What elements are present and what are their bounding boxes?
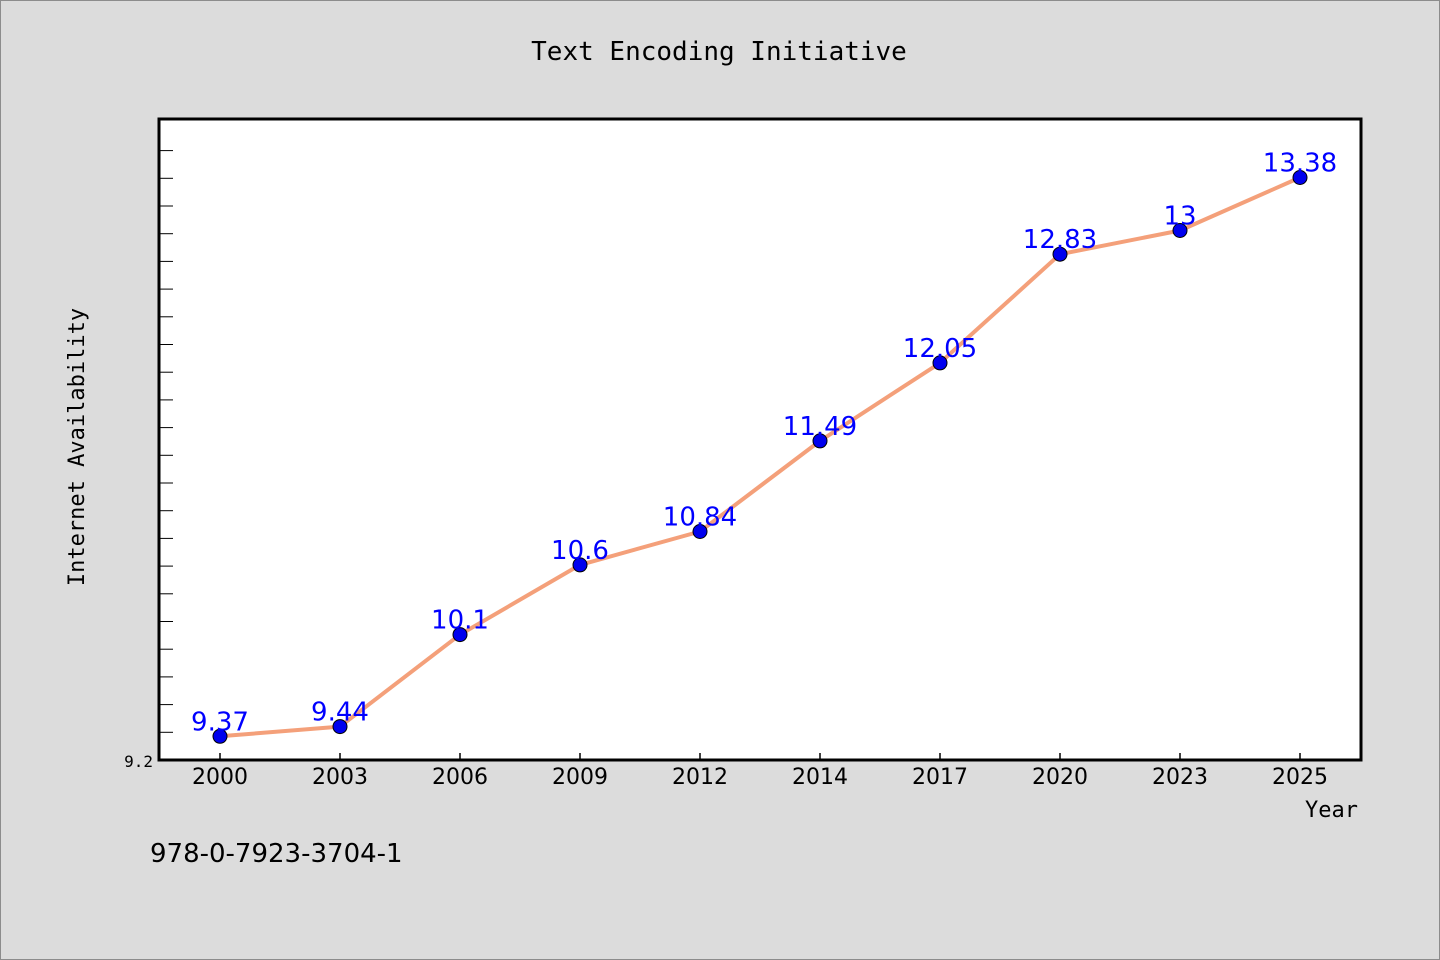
footer-code: 978-0-7923-3704-1	[150, 839, 403, 869]
x-tick-label: 2009	[552, 765, 608, 790]
data-point-marker	[1052, 246, 1068, 262]
x-tick-label: 2000	[192, 765, 248, 790]
data-label: 12.83	[1023, 225, 1097, 255]
x-tick-label: 2020	[1032, 765, 1088, 790]
chart-title: Text Encoding Initiative	[531, 37, 907, 67]
y-minor-ticks	[159, 150, 173, 733]
data-point-marker	[1292, 170, 1308, 185]
plot-area	[157, 117, 1363, 762]
data-label: 9.37	[191, 707, 249, 737]
x-ticks	[219, 753, 1301, 760]
data-label: 11.49	[783, 412, 857, 442]
data-label: 13	[1163, 202, 1196, 232]
data-label: 10.6	[551, 536, 609, 566]
data-labels: 9.37 9.44 10.1 10.6 10.84 11.49 12.05 12.83 13 13…	[191, 149, 1337, 738]
series-line	[219, 175, 1301, 739]
data-point-marker	[932, 355, 948, 371]
data-point-marker	[332, 719, 348, 735]
x-tick-label: 2023	[1152, 765, 1208, 790]
data-label: 10.1	[431, 606, 489, 636]
data-markers	[212, 170, 1308, 744]
data-point-marker	[452, 627, 468, 643]
x-tick-label: 2025	[1272, 765, 1328, 790]
data-point-marker	[1172, 223, 1188, 238]
data-point-marker	[572, 557, 588, 573]
data-label: 9.44	[311, 698, 369, 728]
x-tick-label: 2003	[312, 765, 368, 790]
x-tick-label: 2012	[672, 765, 728, 790]
x-axis-label: Year	[1305, 798, 1358, 823]
y-tick-label: 9.2	[124, 752, 153, 771]
data-label: 12.05	[903, 334, 977, 364]
x-tick-label: 2017	[912, 765, 968, 790]
data-label: 10.84	[663, 503, 737, 533]
y-axis-label: Internet Availability	[65, 308, 90, 586]
data-point-marker	[692, 524, 708, 539]
x-tick-label: 2014	[792, 765, 848, 790]
data-point-marker	[812, 433, 828, 449]
data-label: 13.38	[1263, 149, 1337, 179]
x-tick-labels: 2000 2003 2006 2009 2012 2014 2017 2020 2023 2025	[192, 765, 1328, 790]
x-tick-label: 2006	[432, 765, 488, 790]
data-point-marker	[212, 728, 228, 744]
